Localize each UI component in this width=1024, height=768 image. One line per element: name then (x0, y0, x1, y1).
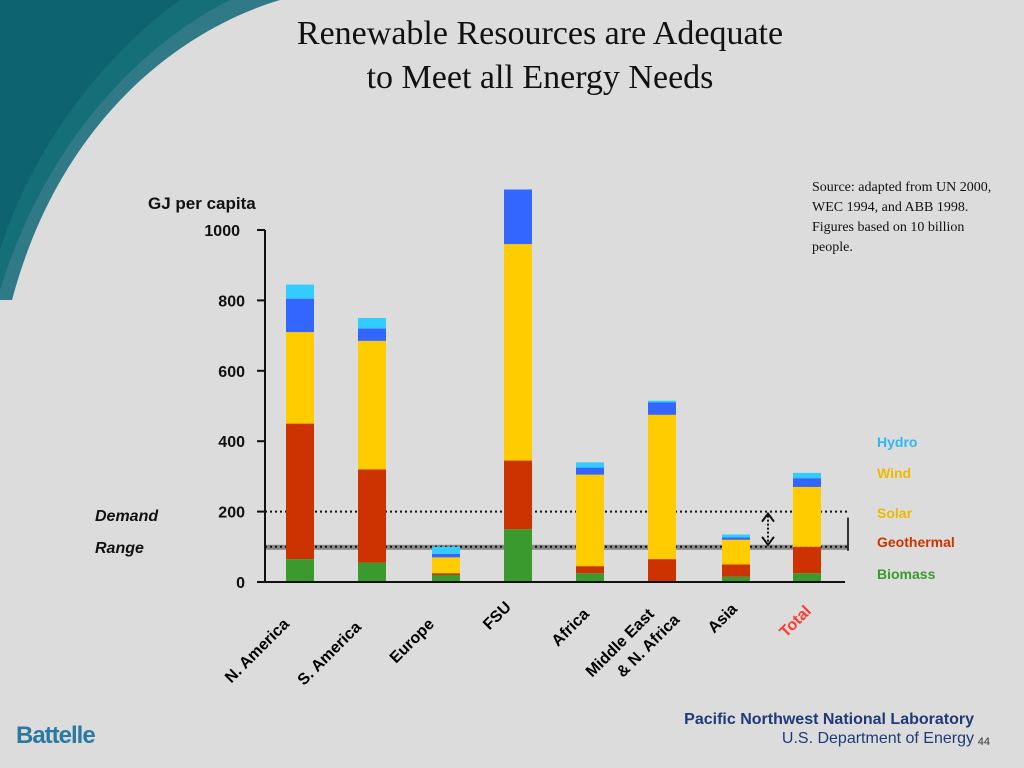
bar-wind-3 (504, 189, 532, 245)
bar-wind-0 (286, 298, 314, 333)
bar-biomass-6 (722, 576, 750, 582)
bar-hydro-4 (576, 462, 604, 468)
x-tick-label-1: S. America (295, 619, 365, 689)
source-note: Source: adapted from UN 2000, WEC 1994, … (812, 180, 992, 255)
x-tick-label-6: Asia (705, 601, 741, 637)
bar-solar-3 (504, 244, 532, 461)
bar-solar-5 (648, 414, 676, 560)
bar-geothermal-1 (358, 469, 386, 563)
legend-item-hydro: Hydro (877, 434, 918, 450)
bar-hydro-1 (358, 318, 386, 329)
demand-arrow-up (761, 511, 775, 523)
bar-geothermal-3 (504, 460, 532, 530)
bar-geothermal-4 (576, 566, 604, 574)
bar-solar-6 (722, 539, 750, 565)
bar-wind-7 (793, 478, 821, 487)
bar-biomass-2 (432, 574, 460, 582)
x-tick-label-3: FSU (480, 599, 515, 634)
bar-biomass-3 (504, 529, 532, 582)
bar-wind-6 (722, 537, 750, 540)
y-tick-label-600: 600 (218, 364, 245, 381)
legend-item-wind: Wind (877, 465, 912, 481)
bar-geothermal-5 (648, 559, 676, 582)
footer-lab-name: Pacific Northwest National Laboratory (684, 711, 974, 728)
bar-solar-4 (576, 474, 604, 567)
bar-biomass-4 (576, 573, 604, 582)
bar-solar-0 (286, 332, 314, 424)
bar-geothermal-6 (722, 564, 750, 577)
legend-item-biomass: Biomass (877, 566, 936, 582)
page-number: 44 (977, 736, 990, 748)
x-tick-label-5: Middle East& N. Africa (583, 596, 683, 696)
bar-biomass-0 (286, 559, 314, 582)
bar-hydro-0 (286, 284, 314, 299)
bar-wind-4 (576, 467, 604, 475)
bar-geothermal-2 (432, 573, 460, 575)
bar-wind-1 (358, 328, 386, 341)
demand-label-line-1: Demand (95, 508, 159, 525)
demand-arrow-down (761, 536, 775, 547)
bar-solar-7 (793, 486, 821, 547)
x-tick-label-2: Europe (387, 616, 438, 667)
bar-hydro-5 (648, 400, 676, 403)
bar-hydro-2 (432, 546, 460, 554)
corner-swoosh-decoration (0, 0, 280, 300)
y-tick-label-400: 400 (218, 434, 245, 451)
demand-label-line-2: Range (95, 540, 144, 557)
y-axis-label: GJ per capita (148, 194, 256, 213)
bar-hydro-7 (793, 472, 821, 479)
title-line-2: to Meet all Energy Needs (366, 59, 714, 96)
y-tick-label-1000: 1000 (204, 223, 240, 240)
x-tick-label-7: Total (777, 603, 815, 641)
y-tick-label-800: 800 (218, 293, 245, 310)
bar-geothermal-0 (286, 423, 314, 560)
footer-department: U.S. Department of Energy (781, 730, 974, 747)
legend-item-solar: Solar (877, 505, 913, 521)
bar-solar-1 (358, 340, 386, 470)
bar-hydro-6 (722, 534, 750, 538)
y-tick-label-0: 0 (236, 575, 245, 592)
slide-title: Renewable Resources are Adequate to Meet… (170, 12, 910, 100)
bar-geothermal-7 (793, 546, 821, 574)
y-tick-label-200: 200 (218, 505, 245, 522)
x-tick-label-4: Africa (549, 606, 593, 650)
title-line-1: Renewable Resources are Adequate (296, 15, 784, 52)
x-tick-label-0: N. America (222, 616, 293, 687)
bar-biomass-1 (358, 562, 386, 582)
bar-solar-2 (432, 557, 460, 574)
bar-wind-2 (432, 553, 460, 558)
legend-item-geothermal: Geothermal (877, 534, 955, 550)
battelle-logo: Battelle (16, 722, 96, 749)
bar-biomass-7 (793, 573, 821, 582)
bar-wind-5 (648, 402, 676, 415)
